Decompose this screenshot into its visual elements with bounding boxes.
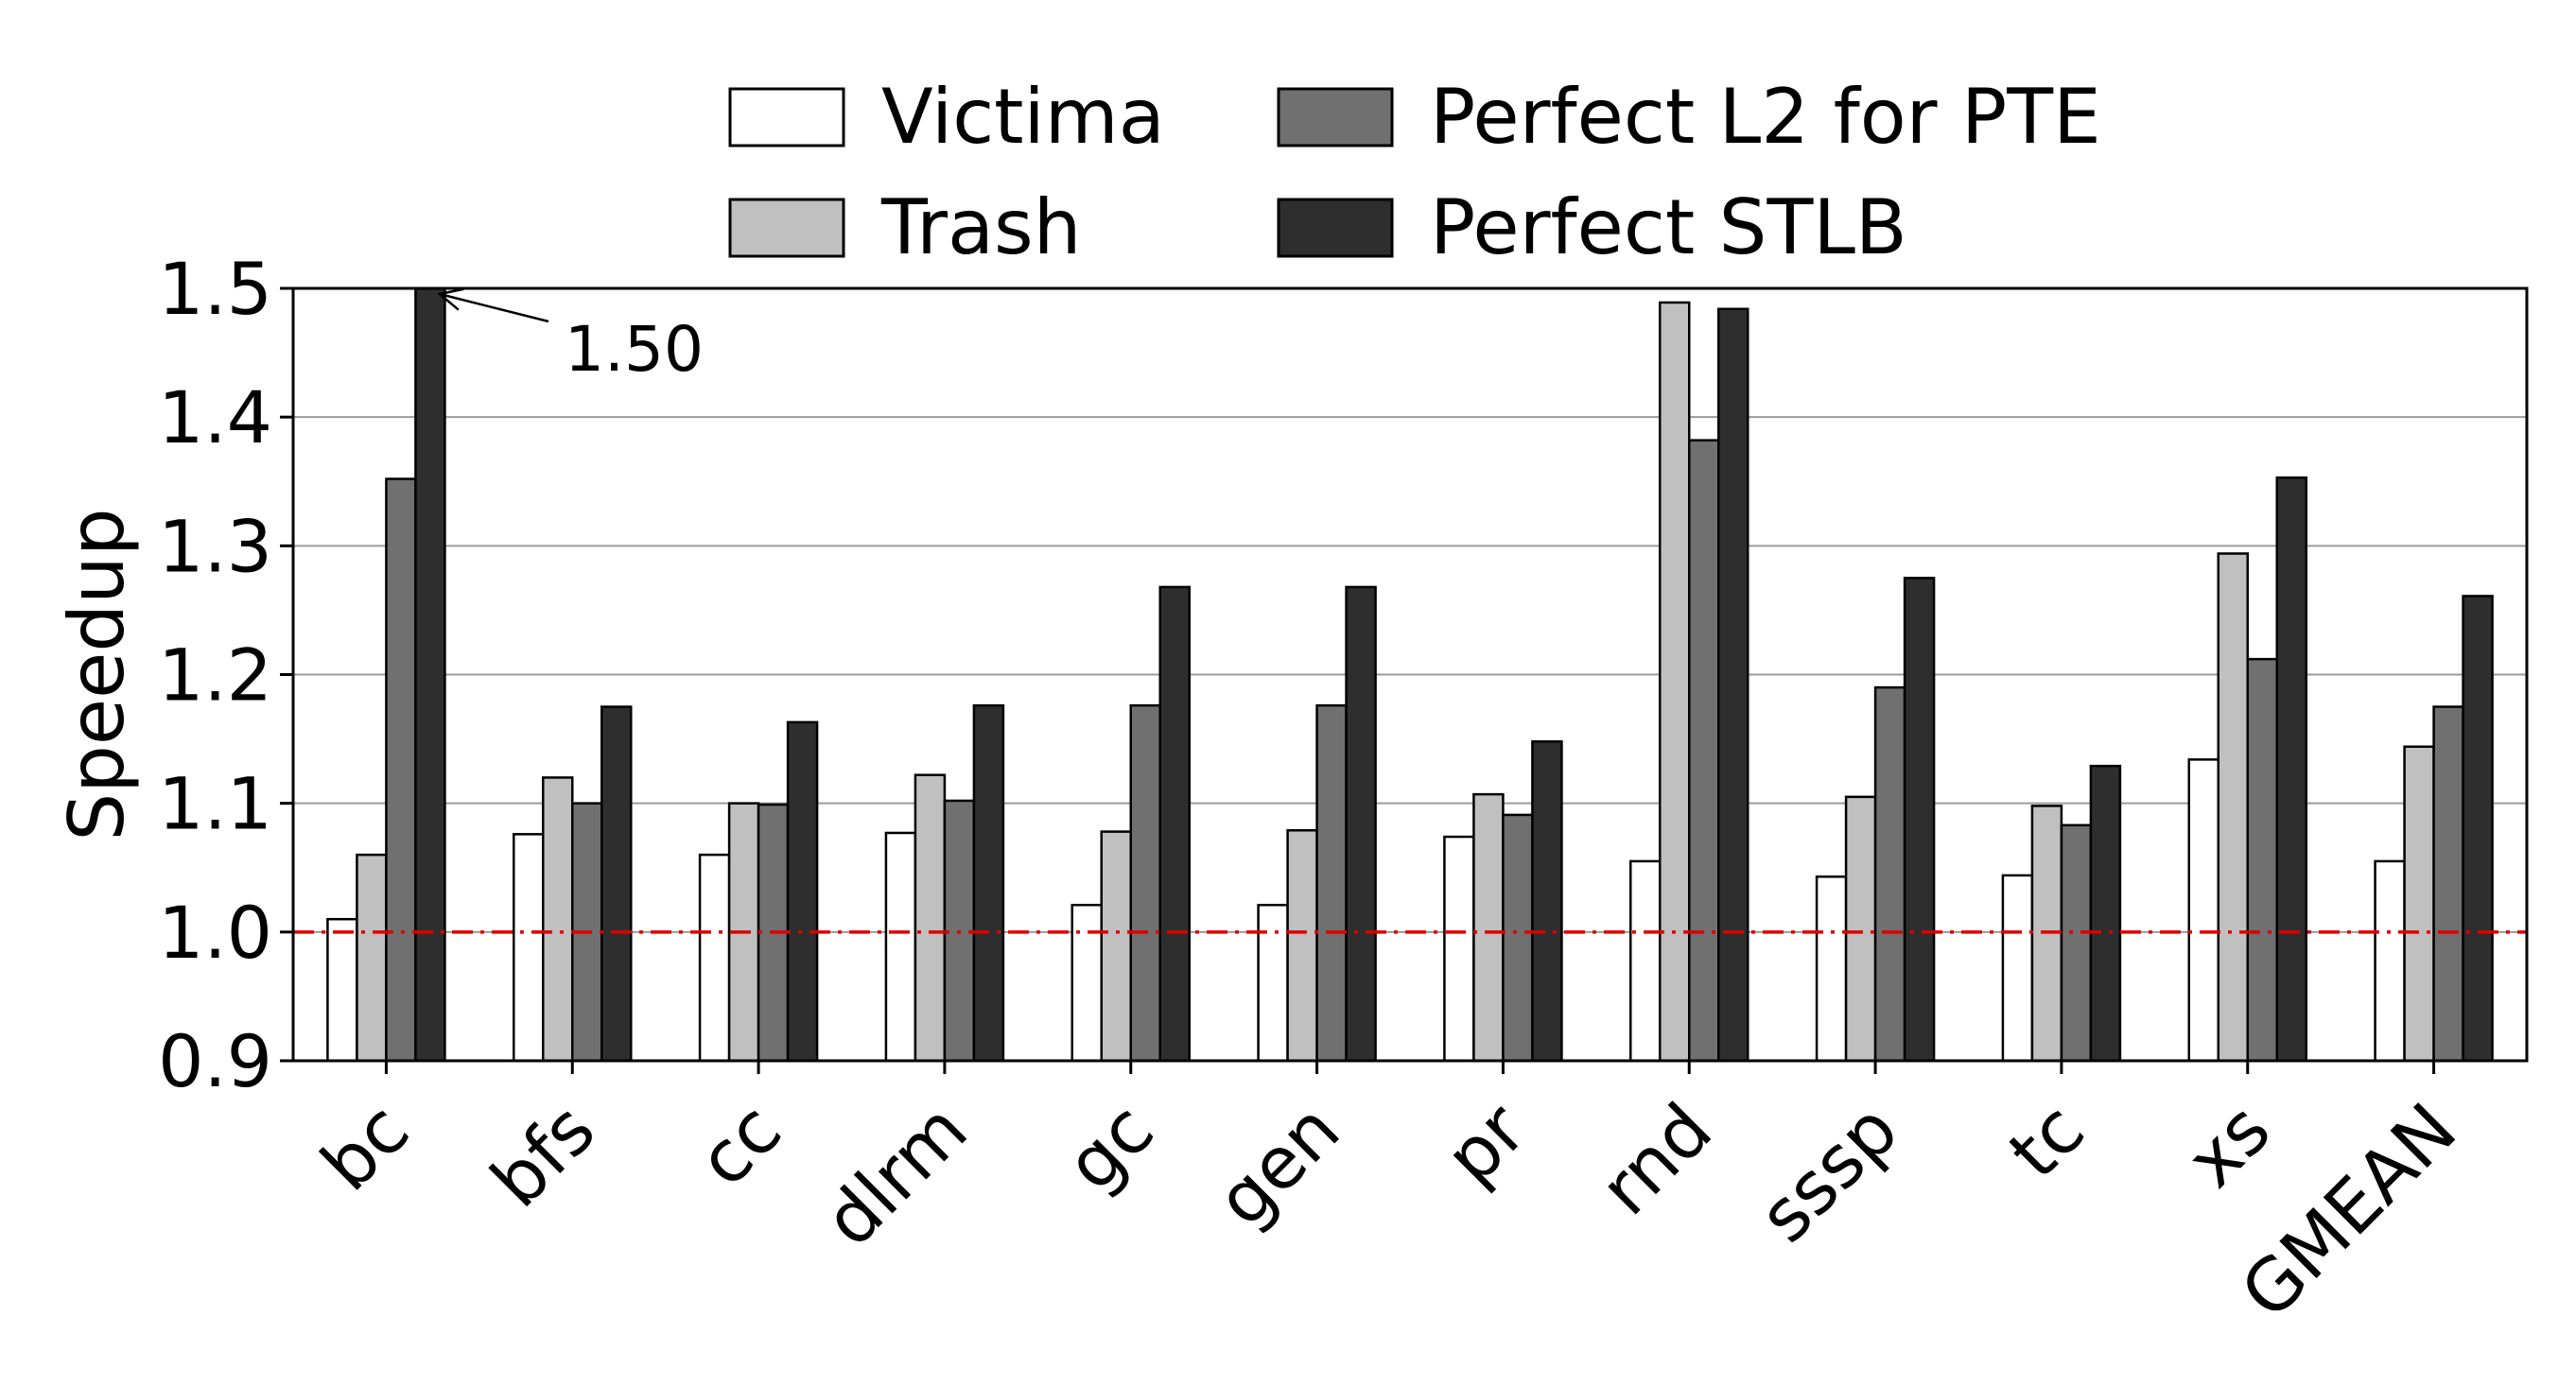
bar-xs-victima bbox=[2187, 758, 2219, 1063]
plot-frame bbox=[291, 286, 2529, 1063]
legend-swatch-victima bbox=[728, 87, 845, 147]
bar-GMEAN-trash bbox=[2403, 745, 2435, 1063]
bar-gc-perfect-l2-for-pte bbox=[1129, 703, 1161, 1063]
x-tick-label: rnd bbox=[1584, 1087, 1728, 1231]
bar-sssp-victima bbox=[1815, 875, 1848, 1063]
bar-xs-trash bbox=[2217, 552, 2249, 1063]
y-tick-label: 1.5 bbox=[158, 247, 272, 331]
x-tick-label: sssp bbox=[1743, 1087, 1914, 1258]
bar-gc-victima bbox=[1070, 903, 1103, 1063]
legend-swatch-perfect-l2-for-pte bbox=[1277, 87, 1394, 147]
bar-cc-victima bbox=[698, 853, 731, 1063]
bar-xs-perfect-l2-for-pte bbox=[2246, 657, 2278, 1063]
bar-bfs-perfect-stlb bbox=[600, 705, 633, 1063]
bar-bc-perfect-stlb bbox=[414, 286, 446, 1063]
bar-rnd-perfect-stlb bbox=[1717, 307, 1749, 1063]
bar-GMEAN-perfect-stlb bbox=[2462, 595, 2494, 1063]
y-tick-label: 0.9 bbox=[158, 1019, 272, 1103]
bar-gen-trash bbox=[1286, 829, 1318, 1063]
legend-swatch-perfect-stlb bbox=[1277, 198, 1394, 258]
annotation-arrow-head bbox=[437, 287, 464, 311]
annotation-arrow bbox=[439, 292, 549, 323]
x-tick-label: bfs bbox=[475, 1087, 611, 1223]
y-axis-label: Speedup bbox=[53, 508, 141, 840]
bar-rnd-trash bbox=[1659, 301, 1691, 1063]
annotation-label: 1.50 bbox=[565, 313, 704, 386]
legend-swatch-trash bbox=[728, 198, 845, 258]
x-tick-label: bc bbox=[305, 1087, 426, 1207]
bar-sssp-trash bbox=[1844, 795, 1877, 1063]
x-tick-label: gc bbox=[1050, 1087, 1170, 1207]
bar-dlrm-perfect-stlb bbox=[972, 703, 1005, 1063]
bar-cc-perfect-stlb bbox=[786, 720, 819, 1063]
x-tick-label: xs bbox=[2170, 1087, 2287, 1204]
bar-tc-perfect-l2-for-pte bbox=[2060, 823, 2093, 1063]
bar-GMEAN-perfect-l2-for-pte bbox=[2432, 705, 2464, 1063]
legend-label: Perfect L2 for PTE bbox=[1430, 73, 2101, 161]
x-tick-label: dlrm bbox=[808, 1087, 983, 1262]
x-tick-label: tc bbox=[1993, 1087, 2100, 1195]
bar-rnd-victima bbox=[1629, 859, 1662, 1063]
bar-gc-trash bbox=[1100, 830, 1132, 1063]
bar-xs-perfect-stlb bbox=[2275, 476, 2307, 1063]
bar-bc-perfect-l2-for-pte bbox=[385, 477, 417, 1063]
y-tick-label: 1.1 bbox=[158, 762, 272, 846]
bar-tc-perfect-stlb bbox=[2089, 764, 2122, 1063]
x-tick-label: cc bbox=[682, 1087, 797, 1203]
y-tick-label: 1.3 bbox=[158, 504, 272, 588]
y-tick-label: 1.4 bbox=[158, 375, 272, 459]
legend-label: Trash bbox=[880, 183, 1081, 271]
bar-gen-victima bbox=[1257, 903, 1289, 1063]
bar-tc-victima bbox=[2001, 874, 2034, 1063]
x-tick-label: gen bbox=[1200, 1087, 1355, 1242]
bar-pr-perfect-l2-for-pte bbox=[1502, 813, 1534, 1063]
bar-gen-perfect-stlb bbox=[1345, 585, 1377, 1063]
bar-rnd-perfect-l2-for-pte bbox=[1688, 439, 1720, 1063]
bar-bc-trash bbox=[356, 853, 388, 1063]
y-tick-label: 1.2 bbox=[158, 633, 272, 718]
bar-gen-perfect-l2-for-pte bbox=[1315, 703, 1348, 1063]
bar-sssp-perfect-stlb bbox=[1903, 577, 1936, 1063]
bar-dlrm-trash bbox=[914, 773, 947, 1063]
bar-pr-victima bbox=[1443, 835, 1475, 1063]
bar-bfs-victima bbox=[513, 833, 545, 1063]
legend-label: Perfect STLB bbox=[1430, 183, 1907, 271]
bar-gc-perfect-stlb bbox=[1158, 585, 1191, 1063]
bar-bc-victima bbox=[326, 917, 358, 1063]
bar-GMEAN-victima bbox=[2374, 859, 2406, 1063]
bar-dlrm-victima bbox=[884, 831, 917, 1063]
bar-pr-trash bbox=[1472, 792, 1505, 1063]
bar-bfs-trash bbox=[542, 776, 574, 1063]
bar-sssp-perfect-l2-for-pte bbox=[1873, 685, 1906, 1063]
bar-pr-perfect-stlb bbox=[1531, 740, 1563, 1063]
y-tick-label: 1.0 bbox=[158, 891, 272, 975]
legend-label: Victima bbox=[881, 73, 1165, 161]
x-tick-label: pr bbox=[1429, 1086, 1542, 1200]
